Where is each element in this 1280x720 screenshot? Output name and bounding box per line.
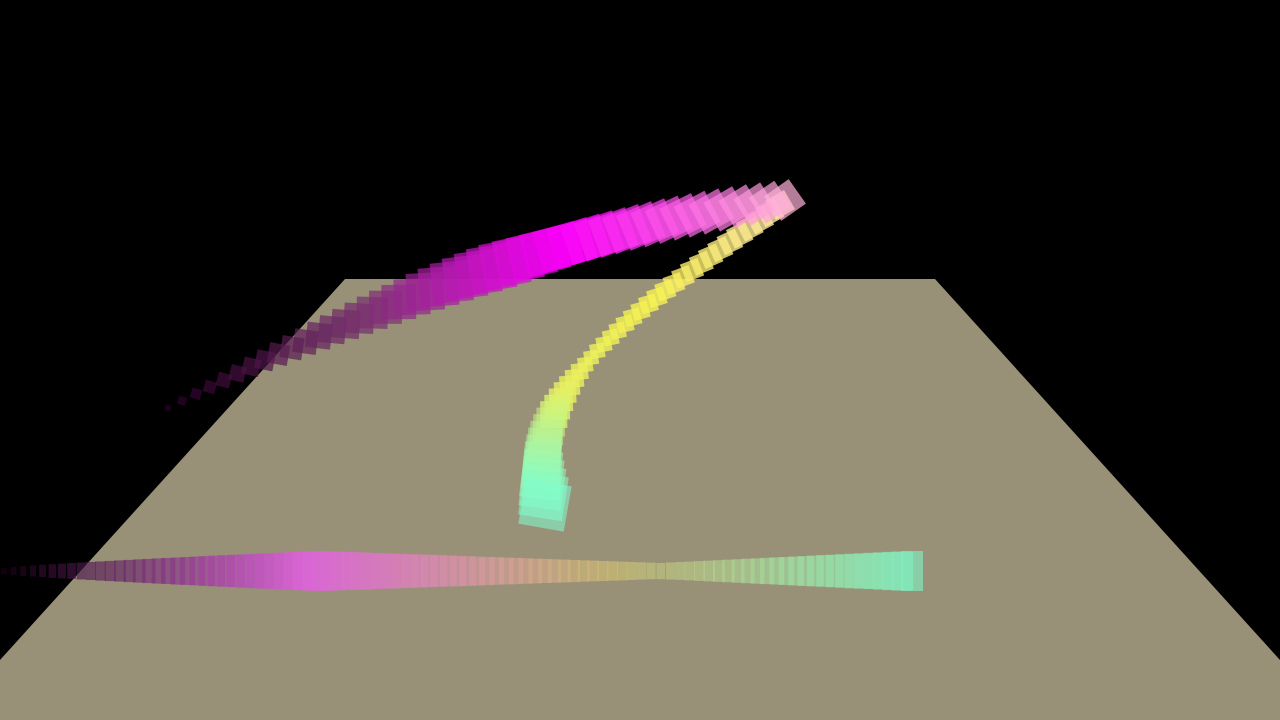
- floor-band-segment: [636, 562, 647, 580]
- floor-band-segment: [1, 568, 7, 574]
- floor-band-segment: [656, 563, 666, 580]
- floor-band-segment: [39, 564, 46, 578]
- floor-band-segment: [67, 563, 76, 579]
- floor-band-segment: [567, 560, 580, 583]
- floor-band-segment: [626, 562, 637, 580]
- floor-band-segment: [587, 560, 599, 582]
- floor-band-segment: [617, 561, 628, 581]
- floor-band-segment: [712, 560, 725, 582]
- floor-band-segment: [597, 561, 609, 581]
- arc-segment: [176, 395, 188, 407]
- floor-band-trail: [1, 551, 923, 591]
- floor-band-segment: [577, 560, 590, 582]
- floor-band-segment: [722, 559, 735, 583]
- floor-plane: [0, 279, 1280, 720]
- floor-band-segment: [95, 561, 106, 581]
- arc-segment: [764, 179, 806, 221]
- floor-band-segment: [86, 561, 96, 580]
- floor-band-segment: [76, 562, 86, 580]
- column-segment: [518, 478, 572, 532]
- floor-band-segment: [703, 560, 715, 582]
- floor-band-segment: [10, 567, 17, 576]
- floor-band-segment: [901, 551, 923, 591]
- floor-band-segment: [694, 561, 705, 581]
- floor-band-segment: [20, 566, 27, 576]
- floor-band-segment: [29, 565, 36, 577]
- arc-segment: [202, 379, 218, 395]
- arc-segment: [215, 371, 233, 389]
- floor-band-segment: [104, 560, 116, 582]
- floor-band-segment: [548, 559, 561, 583]
- arc-segment: [189, 387, 203, 401]
- magenta-arc-trail: [164, 179, 806, 412]
- floor-band-segment: [646, 562, 656, 580]
- arc-segment: [164, 404, 172, 412]
- floor-band-segment: [114, 560, 126, 582]
- floor-band-segment: [48, 564, 57, 578]
- floor-band-segment: [665, 562, 676, 580]
- floor-band-segment: [607, 561, 618, 581]
- floor-band-segment: [558, 559, 571, 583]
- floor-band-segment: [123, 559, 136, 583]
- floor-band-segment: [684, 561, 695, 581]
- yellow-green-column-trail: [518, 189, 796, 532]
- floor-band-segment: [57, 563, 66, 579]
- floor-band-segment: [675, 562, 686, 580]
